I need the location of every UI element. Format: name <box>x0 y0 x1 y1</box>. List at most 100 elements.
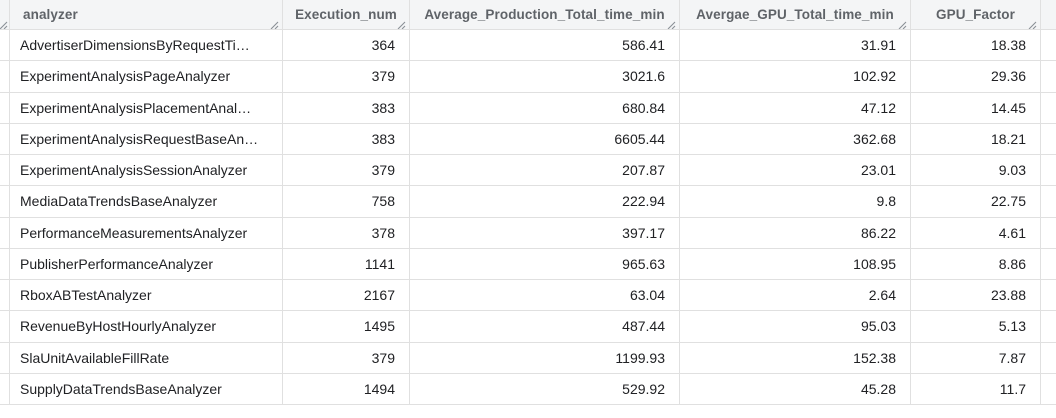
cell-execution_num: 383 <box>283 123 410 154</box>
table-row: PerformanceMeasurementsAnalyzer 378 397.17… <box>0 217 1056 249</box>
cell-execution_num: 383 <box>283 92 410 123</box>
cell-avg_production_total_time_min: 222.94 <box>410 186 680 217</box>
cell-overflow <box>1041 311 1056 341</box>
cell-execution_num: 364 <box>283 30 410 61</box>
row-number-cell <box>0 373 10 404</box>
row-number-cell <box>0 280 10 311</box>
column-header-avg_gpu_total_time_min[interactable]: Avergae_GPU_Total_time_min <box>680 0 911 29</box>
cell-overflow <box>1041 218 1056 248</box>
cell-analyzer: MediaDataTrendsBaseAnalyzer <box>10 186 283 217</box>
cell-value: 2.64 <box>868 287 896 304</box>
cell-value: 9.03 <box>998 162 1026 179</box>
cell-execution_num: 378 <box>283 217 410 248</box>
cell-value: 397.17 <box>622 224 665 241</box>
cell-value: SupplyDataTrendsBaseAnalyzer <box>20 380 222 397</box>
cell-value: SlaUnitAvailableFillRate <box>20 349 170 366</box>
cell-value: 207.87 <box>622 162 665 179</box>
row-number-cell <box>0 217 10 248</box>
table-row: PublisherPerformanceAnalyzer 1141 965.63 10… <box>0 248 1056 280</box>
cell-avg_gpu_total_time_min: 31.91 <box>680 30 911 61</box>
cell-overflow <box>1041 93 1056 123</box>
cell-analyzer: AdvertiserDimensionsByRequestTi… <box>10 30 283 61</box>
cell-avg_production_total_time_min: 487.44 <box>410 311 680 342</box>
cell-value: 22.75 <box>990 193 1026 210</box>
cell-value: 758 <box>371 193 395 210</box>
cell-gpu_factor: 22.75 <box>911 186 1041 217</box>
cell-execution_num: 379 <box>283 61 410 92</box>
row-number-cell <box>0 342 10 373</box>
cell-value: MediaDataTrendsBaseAnalyzer <box>20 193 218 210</box>
row-number-cell <box>0 186 10 217</box>
cell-analyzer: SupplyDataTrendsBaseAnalyzer <box>10 373 283 404</box>
column-header-label: analyzer <box>23 7 78 22</box>
cell-analyzer: ExperimentAnalysisSessionAnalyzer <box>10 155 283 186</box>
cell-gpu_factor: 18.38 <box>911 30 1041 61</box>
cell-value: 362.68 <box>853 130 896 147</box>
cell-value: 379 <box>371 68 395 85</box>
cell-value: 7.87 <box>998 349 1026 366</box>
cell-value: 18.21 <box>990 130 1026 147</box>
cell-avg_production_total_time_min: 3021.6 <box>410 61 680 92</box>
cell-value: ExperimentAnalysisPlacementAnal… <box>20 99 252 116</box>
column-resize-grip-icon[interactable] <box>397 18 406 29</box>
row-number-column-header[interactable] <box>0 0 10 29</box>
table-row: MediaDataTrendsBaseAnalyzer 758 222.94 9.8 2… <box>0 186 1056 218</box>
cell-execution_num: 379 <box>283 342 410 373</box>
cell-avg_gpu_total_time_min: 152.38 <box>680 342 911 373</box>
cell-avg_production_total_time_min: 1199.93 <box>410 342 680 373</box>
cell-value: 383 <box>371 130 395 147</box>
cell-gpu_factor: 8.86 <box>911 248 1041 279</box>
cell-value: 23.01 <box>860 162 896 179</box>
cell-analyzer: RevenueByHostHourlyAnalyzer <box>10 311 283 342</box>
table-row: ExperimentAnalysisSessionAnalyzer 379 207.… <box>0 155 1056 187</box>
cell-value: 1199.93 <box>615 349 665 366</box>
cell-value: 29.36 <box>990 68 1026 85</box>
cell-value: 586.41 <box>622 37 665 54</box>
column-resize-grip-icon[interactable] <box>1028 18 1037 29</box>
cell-execution_num: 2167 <box>283 280 410 311</box>
cell-avg_production_total_time_min: 586.41 <box>410 30 680 61</box>
cell-analyzer: SlaUnitAvailableFillRate <box>10 342 283 373</box>
cell-value: 1494 <box>363 380 395 397</box>
cell-value: AdvertiserDimensionsByRequestTi… <box>20 37 250 54</box>
table-row: RboxABTestAnalyzer 2167 63.04 2.64 23.88 <box>0 280 1056 312</box>
column-header-execution_num[interactable]: Execution_num <box>283 0 410 29</box>
cell-overflow <box>1041 61 1056 91</box>
column-header-label: Avergae_GPU_Total_time_min <box>696 7 894 22</box>
cell-avg_gpu_total_time_min: 108.95 <box>680 248 911 279</box>
table-row: ExperimentAnalysisRequestBaseAn… 383 6605.… <box>0 123 1056 155</box>
table-row: ExperimentAnalysisPlacementAnal… 383 680.8… <box>0 92 1056 124</box>
cell-analyzer: ExperimentAnalysisPageAnalyzer <box>10 61 283 92</box>
cell-execution_num: 758 <box>283 186 410 217</box>
cell-value: 95.03 <box>860 318 896 335</box>
cell-value: 529.92 <box>622 380 665 397</box>
cell-avg_production_total_time_min: 207.87 <box>410 155 680 186</box>
cell-execution_num: 1141 <box>283 248 410 279</box>
row-number-cell <box>0 92 10 123</box>
row-number-cell <box>0 123 10 154</box>
column-resize-grip-icon[interactable] <box>898 18 907 29</box>
cell-avg_gpu_total_time_min: 86.22 <box>680 217 911 248</box>
cell-value: 680.84 <box>622 99 665 116</box>
cell-avg_production_total_time_min: 6605.44 <box>410 123 680 154</box>
column-resize-grip-icon[interactable] <box>0 18 8 29</box>
cell-gpu_factor: 23.88 <box>911 280 1041 311</box>
column-header-analyzer[interactable]: analyzer <box>10 0 283 29</box>
cell-overflow <box>1041 374 1056 404</box>
cell-gpu_factor: 18.21 <box>911 123 1041 154</box>
column-header-gpu_factor[interactable]: GPU_Factor <box>911 0 1041 29</box>
cell-analyzer: PerformanceMeasurementsAnalyzer <box>10 217 283 248</box>
column-resize-grip-icon[interactable] <box>270 18 279 29</box>
cell-overflow <box>1041 343 1056 373</box>
cell-value: 383 <box>371 99 395 116</box>
cell-value: 14.45 <box>990 99 1026 116</box>
cell-value: PerformanceMeasurementsAnalyzer <box>20 224 248 241</box>
cell-gpu_factor: 5.13 <box>911 311 1041 342</box>
column-resize-grip-icon[interactable] <box>667 18 676 29</box>
column-header-overflow <box>1041 0 1056 29</box>
cell-value: ExperimentAnalysisSessionAnalyzer <box>20 162 248 179</box>
column-header-avg_production_total_time_min[interactable]: Average_Production_Total_time_min <box>410 0 680 29</box>
cell-gpu_factor: 7.87 <box>911 342 1041 373</box>
cell-gpu_factor: 11.7 <box>911 373 1041 404</box>
cell-avg_gpu_total_time_min: 102.92 <box>680 61 911 92</box>
